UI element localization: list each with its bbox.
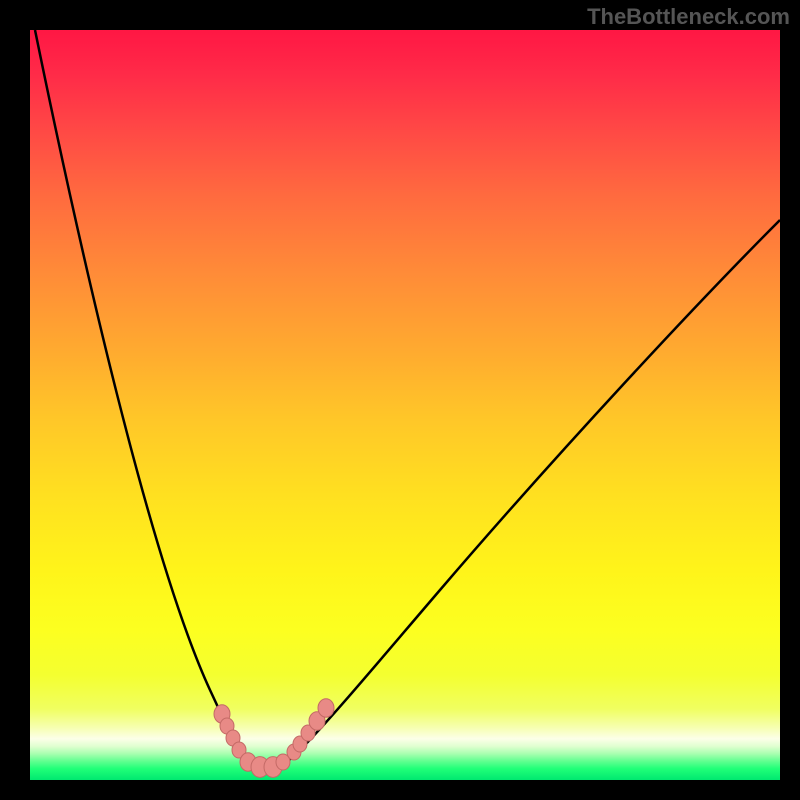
- plot-background: [30, 30, 780, 780]
- bottleneck-chart: [0, 0, 800, 800]
- watermark-text: TheBottleneck.com: [587, 4, 790, 30]
- marker-point: [318, 699, 334, 717]
